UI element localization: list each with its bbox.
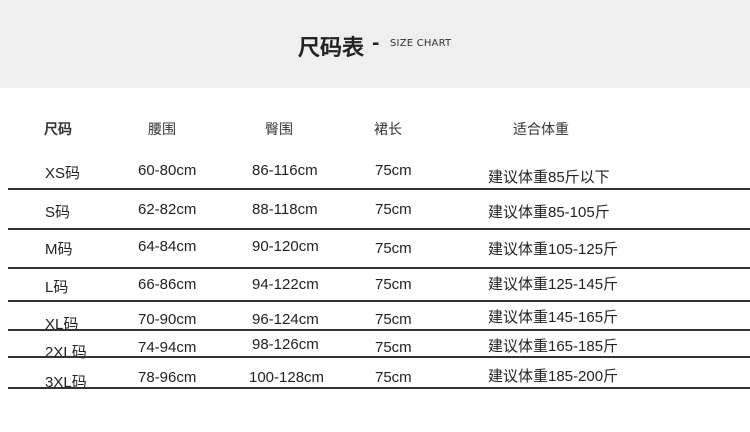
waist-cell: 62-82cm <box>138 201 197 218</box>
row-divider <box>8 267 750 269</box>
waist-cell: 66-86cm <box>138 276 197 293</box>
page-title: 尺码表 <box>298 36 365 61</box>
table-row: XS码 60-80cm 86-116cm 75cm 建议体重85斤以下 <box>0 162 750 186</box>
column-header-length: 裙长 <box>374 122 402 138</box>
waist-cell: 74-94cm <box>138 339 197 356</box>
size-cell: M码 <box>45 241 73 258</box>
row-divider <box>8 356 750 358</box>
table-row: XL码 70-90cm 96-124cm 75cm 建议体重145-165斤 <box>0 309 750 333</box>
table-row: 3XL码 78-96cm 100-128cm 75cm 建议体重185-200斤 <box>0 368 750 391</box>
weight-cell: 建议体重165-185斤 <box>488 338 619 355</box>
length-cell: 75cm <box>375 240 412 257</box>
column-header-weight: 适合体重 <box>513 122 569 138</box>
length-cell: 75cm <box>375 339 412 356</box>
title-separator: - <box>372 33 380 54</box>
waist-cell: 64-84cm <box>138 238 197 255</box>
column-header-hip: 臀围 <box>265 122 293 138</box>
weight-cell: 建议体重185-200斤 <box>488 368 619 385</box>
column-header-size: 尺码 <box>44 122 72 138</box>
table-row: L码 66-86cm 94-122cm 75cm 建议体重125-145斤 <box>0 276 750 296</box>
waist-cell: 78-96cm <box>138 369 197 386</box>
header-band <box>0 0 750 88</box>
size-cell: S码 <box>45 204 71 221</box>
waist-cell: 60-80cm <box>138 162 197 179</box>
hip-cell: 96-124cm <box>252 311 319 328</box>
length-cell: 75cm <box>375 162 412 179</box>
table-row: S码 62-82cm 88-118cm 75cm 建议体重85-105斤 <box>0 201 750 221</box>
length-cell: 75cm <box>375 369 412 386</box>
hip-cell: 94-122cm <box>252 276 319 293</box>
hip-cell: 88-118cm <box>252 201 318 218</box>
size-cell: L码 <box>45 279 69 296</box>
length-cell: 75cm <box>375 201 412 218</box>
row-divider <box>8 387 750 389</box>
hip-cell: 90-120cm <box>252 238 319 255</box>
weight-cell: 建议体重125-145斤 <box>488 276 619 293</box>
size-cell: 3XL码 <box>45 374 87 391</box>
waist-cell: 70-90cm <box>138 311 197 328</box>
length-cell: 75cm <box>375 276 412 293</box>
weight-cell: 建议体重105-125斤 <box>488 241 619 258</box>
size-cell: XL码 <box>45 316 79 333</box>
page-subtitle: SIZE CHART <box>390 38 452 49</box>
size-cell: XS码 <box>45 165 81 182</box>
hip-cell: 100-128cm <box>249 369 325 386</box>
length-cell: 75cm <box>375 311 412 328</box>
hip-cell: 98-126cm <box>252 336 319 353</box>
weight-cell: 建议体重85-105斤 <box>488 204 610 221</box>
row-divider <box>8 188 750 190</box>
size-cell: 2XL码 <box>45 344 87 361</box>
weight-cell: 建议体重145-165斤 <box>488 309 619 326</box>
hip-cell: 86-116cm <box>252 162 318 179</box>
row-divider <box>8 300 750 302</box>
table-row: M码 64-84cm 90-120cm 75cm 建议体重105-125斤 <box>0 238 750 258</box>
column-header-waist: 腰围 <box>148 122 176 138</box>
row-divider <box>8 329 750 331</box>
weight-cell: 建议体重85斤以下 <box>488 169 610 186</box>
row-divider <box>8 228 750 230</box>
